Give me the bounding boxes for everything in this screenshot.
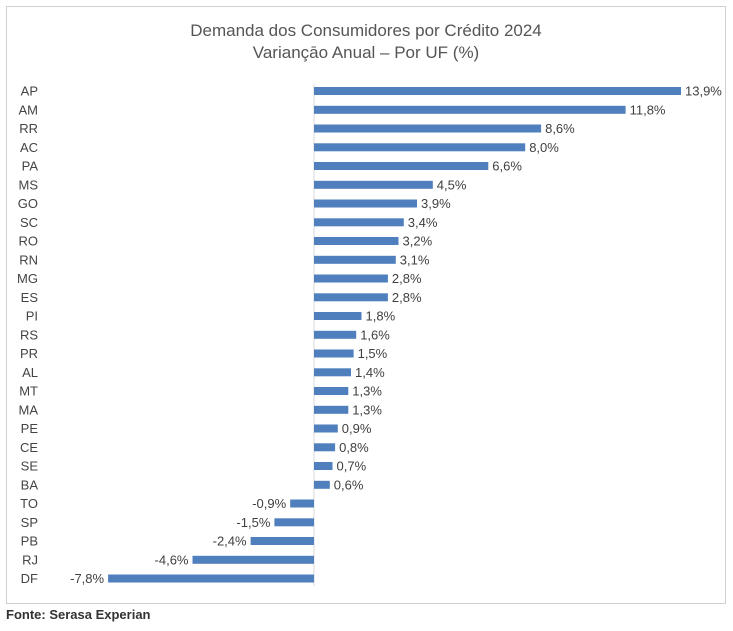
category-label: PE [21, 421, 39, 436]
bar-sc [314, 218, 404, 227]
data-label: 3,9% [421, 196, 451, 211]
category-label: RR [19, 121, 38, 136]
bar-ce [314, 443, 336, 452]
bar-df [108, 574, 314, 583]
bar-al [314, 368, 351, 377]
category-label: AL [22, 365, 38, 380]
category-label: AC [20, 140, 38, 155]
bar-ms [314, 180, 433, 189]
category-label: BA [21, 477, 39, 492]
data-label: 0,9% [342, 421, 372, 436]
bar-mt [314, 387, 349, 395]
data-label: 1,6% [360, 327, 390, 342]
data-label: 13,9% [685, 84, 722, 99]
bar-pi [314, 312, 362, 320]
data-label: 3,2% [403, 234, 433, 249]
bar-sp [274, 518, 314, 527]
data-label: 1,5% [358, 346, 388, 361]
data-label: 11,8% [630, 102, 666, 117]
bar-ap [314, 87, 681, 95]
source-note: Fonte: Serasa Experian [6, 607, 151, 622]
bar-pa [314, 162, 489, 170]
bar-es [314, 293, 388, 302]
category-label: TO [20, 496, 38, 511]
chart-frame [6, 6, 726, 604]
bar-rs [314, 330, 357, 339]
data-label: 1,3% [352, 402, 382, 417]
bar-pb [250, 537, 314, 545]
data-label: 8,0% [529, 140, 559, 155]
category-label: RJ [22, 552, 38, 567]
category-label: CE [20, 440, 38, 455]
category-label: RN [19, 252, 38, 267]
data-label: 0,6% [334, 477, 364, 492]
category-label: MS [19, 177, 39, 192]
bar-mg [314, 274, 388, 283]
data-label: 3,4% [408, 215, 438, 230]
data-label: 1,4% [355, 365, 385, 380]
data-label: 3,1% [400, 252, 430, 267]
category-label: MT [19, 384, 38, 399]
data-label: -4,6% [155, 552, 189, 567]
data-label: 2,8% [392, 290, 422, 305]
category-label: MG [17, 271, 38, 286]
data-label: 8,6% [545, 121, 575, 136]
category-label: SC [20, 215, 38, 230]
data-label: -7,8% [70, 571, 104, 586]
chart-subtitle: Variançāo Anual – Por UF (%) [252, 43, 480, 62]
data-label: -1,5% [236, 515, 270, 530]
category-label: DF [21, 571, 38, 586]
data-label: 0,7% [337, 459, 367, 474]
data-label: 0,8% [339, 440, 369, 455]
category-label: AM [19, 102, 39, 117]
data-label: -2,4% [213, 534, 247, 549]
bar-pe [314, 424, 338, 433]
bar-to [290, 499, 314, 508]
category-label: GO [18, 196, 38, 211]
category-label: MA [19, 402, 39, 417]
data-label: -0,9% [252, 496, 286, 511]
data-label: 1,8% [366, 309, 396, 324]
category-label: SP [21, 515, 38, 530]
chart-title: Demanda dos Consumidores por Crédito 202… [190, 21, 542, 40]
category-label: PR [20, 346, 38, 361]
bar-pr [314, 349, 354, 358]
category-label: PA [22, 159, 39, 174]
category-label: RS [20, 327, 38, 342]
data-label: 4,5% [437, 177, 467, 192]
bar-go [314, 199, 417, 208]
bar-am [314, 105, 626, 114]
bar-ac [314, 143, 526, 152]
data-label: 2,8% [392, 271, 422, 286]
bar-rn [314, 255, 396, 264]
bar-se [314, 462, 333, 470]
category-label: PI [26, 309, 38, 324]
bar-rr [314, 124, 542, 133]
category-label: SE [21, 459, 39, 474]
data-label: 1,3% [352, 384, 382, 399]
data-label: 6,6% [492, 159, 522, 174]
bar-ba [314, 480, 330, 489]
category-label: ES [21, 290, 39, 305]
category-label: AP [21, 84, 38, 99]
bar-rj [192, 555, 314, 564]
bar-ro [314, 237, 399, 245]
category-label: RO [19, 234, 39, 249]
bar-ma [314, 405, 349, 414]
category-label: PB [21, 534, 38, 549]
